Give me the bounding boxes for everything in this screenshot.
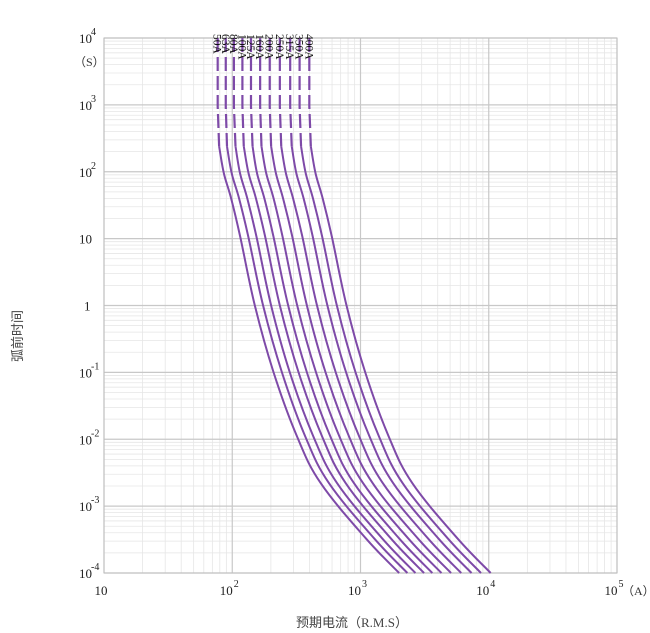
series-250A-dashed-line bbox=[278, 38, 283, 147]
x-unit-label: （A） bbox=[622, 584, 650, 598]
plot-frame bbox=[103, 37, 618, 574]
series-label: 250A bbox=[273, 34, 285, 60]
series-400A-dashed-line bbox=[308, 38, 312, 147]
y-tick-label: 10 bbox=[79, 499, 92, 514]
x-tick-label: 105 bbox=[605, 579, 624, 598]
series-400A-line bbox=[309, 146, 492, 574]
series-315A-dashed-line bbox=[289, 38, 293, 147]
series-label: 125A bbox=[244, 34, 256, 60]
series-labels: 50A63A80A100A125A160A200A250A315A350A400… bbox=[211, 34, 315, 60]
y-unit-label: （S） bbox=[74, 55, 105, 69]
series-label: 80A bbox=[227, 34, 239, 55]
y-tick-label: 10 bbox=[79, 31, 92, 46]
y-tick-exponent: 2 bbox=[91, 161, 96, 172]
y-tick-label: 10 bbox=[79, 165, 92, 180]
series-160A-dashed-line bbox=[259, 38, 263, 147]
x-tick-labels: 10 102 103 104 105 bbox=[95, 579, 624, 598]
x-tick-label: 103 bbox=[348, 579, 367, 598]
x-axis-title: 预期电流（R.M.S） bbox=[296, 615, 408, 630]
y-tick-label: 10 bbox=[79, 232, 92, 247]
series-160A-line bbox=[260, 146, 443, 574]
y-tick-exponent: 4 bbox=[91, 27, 96, 38]
series-label: 350A bbox=[293, 34, 305, 60]
series-label: 100A bbox=[235, 34, 247, 60]
series-125A-dashed-line bbox=[249, 38, 254, 147]
series-100A-line bbox=[242, 146, 425, 574]
y-tick-exponent: -3 bbox=[91, 495, 99, 506]
y-tick-label: 1 bbox=[84, 299, 91, 314]
series-label: 63A bbox=[219, 34, 231, 55]
y-tick-exponent: -1 bbox=[91, 361, 99, 372]
series-50A-line bbox=[218, 146, 400, 574]
y-axis-title: 弧前时间 bbox=[10, 310, 25, 362]
series-label: 160A bbox=[253, 34, 265, 60]
series-125A-line bbox=[251, 146, 434, 574]
series-80A-dashed-line bbox=[232, 38, 237, 147]
y-tick-label: 10 bbox=[79, 98, 92, 113]
series-63A-dashed-line bbox=[224, 38, 229, 147]
series-350A-dashed-line bbox=[298, 38, 303, 147]
x-tick-label: 10 bbox=[95, 583, 108, 598]
series-label: 400A bbox=[302, 34, 314, 60]
series-63A-line bbox=[226, 146, 409, 574]
series-label: 50A bbox=[211, 34, 223, 55]
series-350A-line bbox=[300, 146, 482, 574]
x-tick-label: 104 bbox=[476, 579, 495, 598]
series-label: 200A bbox=[263, 34, 275, 60]
y-tick-exponent: 3 bbox=[91, 94, 96, 105]
series-200A-dashed-line bbox=[268, 38, 273, 147]
series-250A-line bbox=[280, 146, 462, 574]
series-label: 315A bbox=[283, 34, 295, 60]
y-tick-label: 10 bbox=[79, 432, 92, 447]
x-tick-label: 102 bbox=[220, 579, 239, 598]
fuse-curves bbox=[216, 38, 492, 574]
series-80A-line bbox=[234, 146, 417, 574]
y-tick-exponent: -4 bbox=[91, 562, 99, 573]
series-315A-line bbox=[290, 146, 473, 574]
y-tick-exponent: -2 bbox=[91, 428, 99, 439]
series-200A-line bbox=[270, 146, 452, 574]
y-tick-label: 10 bbox=[79, 566, 92, 581]
series-50A-dashed-line bbox=[216, 38, 221, 147]
y-tick-label: 10 bbox=[79, 365, 92, 380]
series-100A-dashed-line bbox=[241, 38, 245, 147]
